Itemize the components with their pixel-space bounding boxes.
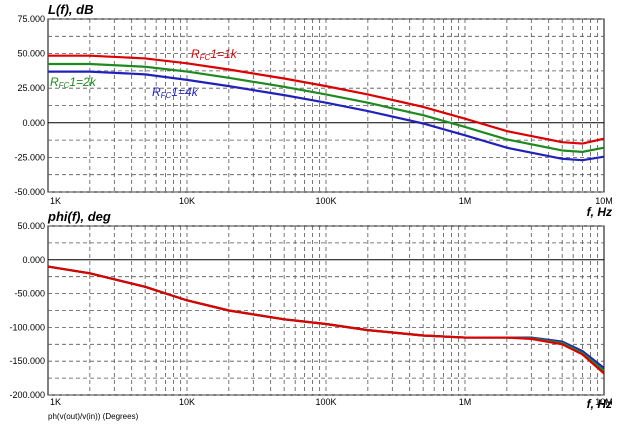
legend-label-main: R	[191, 47, 200, 61]
grid	[48, 225, 604, 396]
legend-label-value: 1=4k	[171, 85, 198, 99]
panel-magnitude: 75.000 50.000 25.000 0.000 -25.000 -50.000 1K 1…	[14, 2, 612, 219]
panel-phase: 50.000 0.000 -50.000 -100.000 -150.000 -200.0…	[9, 209, 612, 421]
legend-label: RFC1=2k	[50, 75, 97, 90]
y-axis-label: phi(f), deg	[47, 209, 111, 224]
x-tick-label: 100K	[315, 196, 336, 206]
legend-label-value: 1=2k	[69, 75, 96, 89]
x-axis-label: f, Hz	[587, 397, 612, 411]
legend-label: RFC1=4k	[152, 85, 199, 100]
x-tick-label: 1K	[50, 397, 61, 407]
series-line-rfc1-1k	[48, 54, 605, 145]
y-tick-label: -25.000	[14, 152, 45, 162]
y-tick-label: -50.000	[14, 289, 45, 299]
y-tick-label: -150.000	[9, 356, 45, 366]
y-tick-label: 25.000	[17, 83, 45, 93]
legend-label-subscript: FC	[59, 81, 70, 90]
y-tick-label: 50.000	[17, 221, 45, 231]
legend-label-main: R	[50, 75, 59, 89]
series-line-rfc1-4k	[48, 70, 605, 162]
legend-label-subscript: FC	[200, 53, 211, 62]
series-line-rfc1-1k	[47, 265, 605, 375]
trace-expression-label: ph(v(out)/v(in)) (Degrees)	[48, 412, 139, 421]
x-tick-label: 10K	[179, 196, 195, 206]
x-tick-label: 10M	[595, 196, 613, 206]
x-tick-label: 1M	[459, 397, 472, 407]
y-tick-label: 75.000	[17, 14, 45, 24]
series-line-rfc1-2k	[48, 62, 605, 153]
legend-label-main: R	[152, 85, 161, 99]
y-tick-label: 0.000	[22, 118, 45, 128]
y-tick-label: 50.000	[17, 49, 45, 59]
x-tick-label: 1K	[50, 196, 61, 206]
y-axis-label: L(f), dB	[48, 2, 93, 17]
y-tick-label: -50.000	[14, 187, 45, 197]
x-tick-label: 10M	[595, 397, 613, 407]
y-tick-label: -100.000	[9, 322, 45, 332]
x-tick-label: 100K	[315, 397, 336, 407]
x-tick-label: 10K	[179, 397, 195, 407]
x-axis-label: f, Hz	[587, 205, 612, 219]
x-tick-label: 1M	[459, 196, 472, 206]
grid	[48, 18, 604, 193]
y-tick-label: 0.000	[22, 255, 45, 265]
y-tick-label: -200.000	[9, 390, 45, 400]
legend-label: RFC1=1k	[191, 47, 238, 62]
legend-label-value: 1=1k	[210, 47, 237, 61]
legend-label-subscript: FC	[161, 91, 172, 100]
